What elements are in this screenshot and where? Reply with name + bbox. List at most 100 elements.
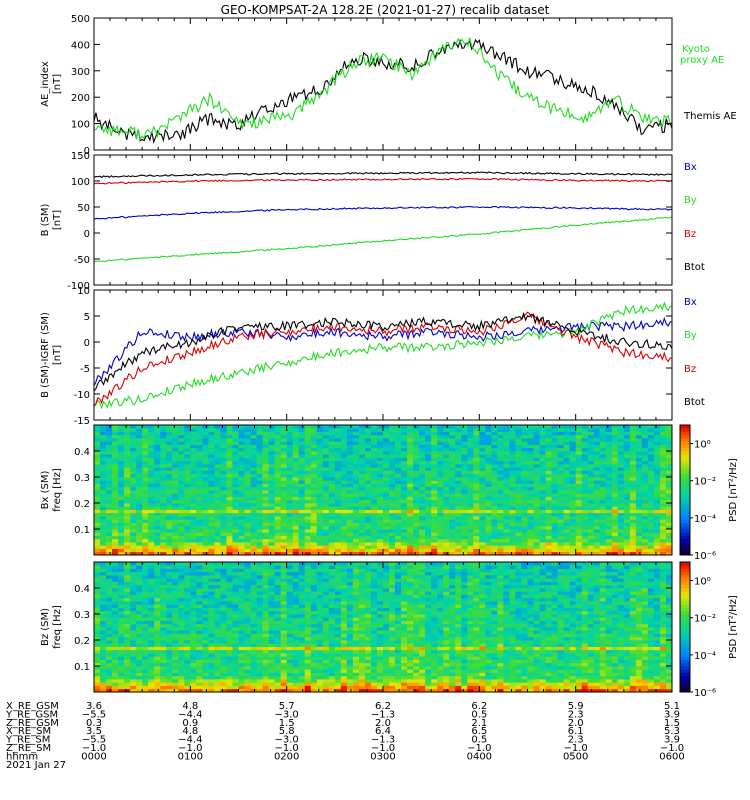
spectrogram-cell bbox=[389, 425, 396, 429]
spectrogram-cell bbox=[569, 509, 577, 514]
spectrogram-cell bbox=[370, 532, 378, 536]
colorbar-label: PSD [nT²/Hz] bbox=[728, 458, 739, 522]
spectrogram-cell bbox=[100, 441, 107, 445]
spectrogram-cell bbox=[467, 470, 474, 475]
spectrogram-cell bbox=[130, 493, 137, 497]
spectrogram-cell bbox=[479, 477, 486, 481]
spectrogram-cell bbox=[581, 506, 589, 510]
spectrogram-cell bbox=[100, 597, 107, 602]
spectrogram-cell bbox=[449, 490, 456, 494]
spectrogram-cell bbox=[142, 662, 149, 667]
spectrogram-cell bbox=[160, 630, 167, 634]
spectrogram-cell bbox=[202, 496, 209, 501]
spectrogram-cell bbox=[551, 496, 558, 501]
spectrogram-cell bbox=[178, 656, 185, 660]
spectrogram-cell bbox=[124, 617, 131, 621]
spectrogram-cell bbox=[244, 509, 251, 514]
spectrogram-cell bbox=[485, 467, 492, 471]
spectrogram-cell bbox=[503, 428, 510, 432]
spectrogram-cell bbox=[449, 519, 456, 523]
spectrogram-cell bbox=[142, 666, 149, 670]
spectrogram-cell bbox=[316, 428, 324, 432]
spectrogram-cell bbox=[106, 597, 113, 602]
spectrogram-cell bbox=[665, 451, 673, 455]
spectrogram-cell bbox=[130, 516, 137, 520]
spectrogram-cell bbox=[160, 451, 167, 455]
spectrogram-cell bbox=[94, 591, 101, 595]
spectrogram-cell bbox=[190, 509, 197, 514]
spectrogram-cell bbox=[605, 464, 613, 468]
spectrogram-cell bbox=[389, 525, 396, 530]
spectrogram-cell bbox=[635, 535, 643, 540]
spectrogram-cell bbox=[286, 447, 294, 452]
spectrogram-cell bbox=[100, 506, 107, 510]
spectrogram-cell bbox=[226, 499, 233, 504]
spectrogram-cell bbox=[340, 516, 348, 520]
spectrogram-cell bbox=[521, 519, 528, 523]
spectrogram-cell bbox=[214, 483, 221, 488]
spectrogram-cell bbox=[160, 486, 167, 491]
spectrogram-cell bbox=[238, 444, 245, 449]
spectrogram-cell bbox=[527, 509, 534, 514]
spectrogram-cell bbox=[431, 428, 438, 432]
spectrogram-cell bbox=[184, 431, 191, 436]
spectrogram-cell bbox=[142, 470, 149, 475]
spectrogram-cell bbox=[124, 575, 131, 579]
spectrogram-cell bbox=[94, 679, 101, 683]
spectrogram-cell bbox=[226, 483, 233, 488]
spectrogram-cell bbox=[587, 434, 595, 439]
spectrogram-cell bbox=[124, 630, 131, 634]
spectrogram-cell bbox=[395, 434, 402, 439]
spectrogram-cell bbox=[136, 451, 143, 455]
spectrogram-cell bbox=[659, 538, 667, 543]
spectrogram-cell bbox=[154, 640, 161, 644]
spectrogram-cell bbox=[268, 438, 276, 442]
spectrogram-cell bbox=[509, 493, 516, 497]
spectrogram-cell bbox=[599, 477, 607, 481]
spectrogram-cell bbox=[232, 516, 239, 520]
spectrogram-cell bbox=[160, 688, 167, 693]
spectrogram-cell bbox=[214, 434, 221, 439]
spectrogram-cell bbox=[130, 679, 137, 683]
spectrogram-cell bbox=[136, 640, 143, 644]
spectrogram-cell bbox=[148, 503, 155, 507]
spectrogram-cell bbox=[106, 470, 113, 475]
spectrogram-cell bbox=[178, 516, 185, 520]
spectrogram-cell bbox=[515, 516, 522, 520]
spectrogram-cell bbox=[467, 551, 474, 556]
spectrogram-cell bbox=[100, 503, 107, 507]
spectrogram-cell bbox=[160, 662, 167, 667]
spectrogram-cell bbox=[172, 532, 179, 536]
spectrogram-cell bbox=[599, 493, 607, 497]
spectrogram-cell bbox=[599, 444, 607, 449]
spectrogram-cell bbox=[455, 496, 462, 501]
spectrogram-cell bbox=[100, 525, 107, 530]
spectrogram-cell bbox=[599, 538, 607, 543]
spectrogram-cell bbox=[431, 477, 438, 481]
spectrogram-cell bbox=[244, 486, 251, 491]
spectrogram-cell bbox=[178, 441, 185, 445]
spectrogram-cell bbox=[479, 519, 486, 523]
spectrogram-cell bbox=[148, 460, 155, 465]
spectrogram-cell bbox=[166, 679, 173, 683]
spectrogram-cell bbox=[100, 551, 107, 556]
spectrogram-cell bbox=[190, 578, 197, 582]
spectrogram-cell bbox=[533, 464, 540, 468]
spectrogram-cell bbox=[202, 467, 209, 471]
spectrogram-cell bbox=[623, 512, 631, 517]
spectrogram-cell bbox=[244, 473, 251, 478]
spectrogram-cell bbox=[437, 444, 444, 449]
spectrogram-cell bbox=[539, 490, 546, 494]
spectrogram-cell bbox=[629, 447, 637, 452]
spectrogram-cell bbox=[256, 499, 263, 504]
spectrogram-cell bbox=[202, 447, 209, 452]
spectrogram-cell bbox=[250, 545, 257, 549]
spectrogram-cell bbox=[202, 538, 209, 543]
spectrogram-cell bbox=[190, 666, 197, 670]
spectrogram-cell bbox=[94, 662, 101, 667]
spectrogram-cell bbox=[178, 597, 185, 602]
spectrogram-cell bbox=[118, 610, 125, 615]
spectrogram-cell bbox=[130, 454, 137, 458]
spectrogram-cell bbox=[160, 506, 167, 510]
spectrogram-cell bbox=[112, 636, 119, 641]
